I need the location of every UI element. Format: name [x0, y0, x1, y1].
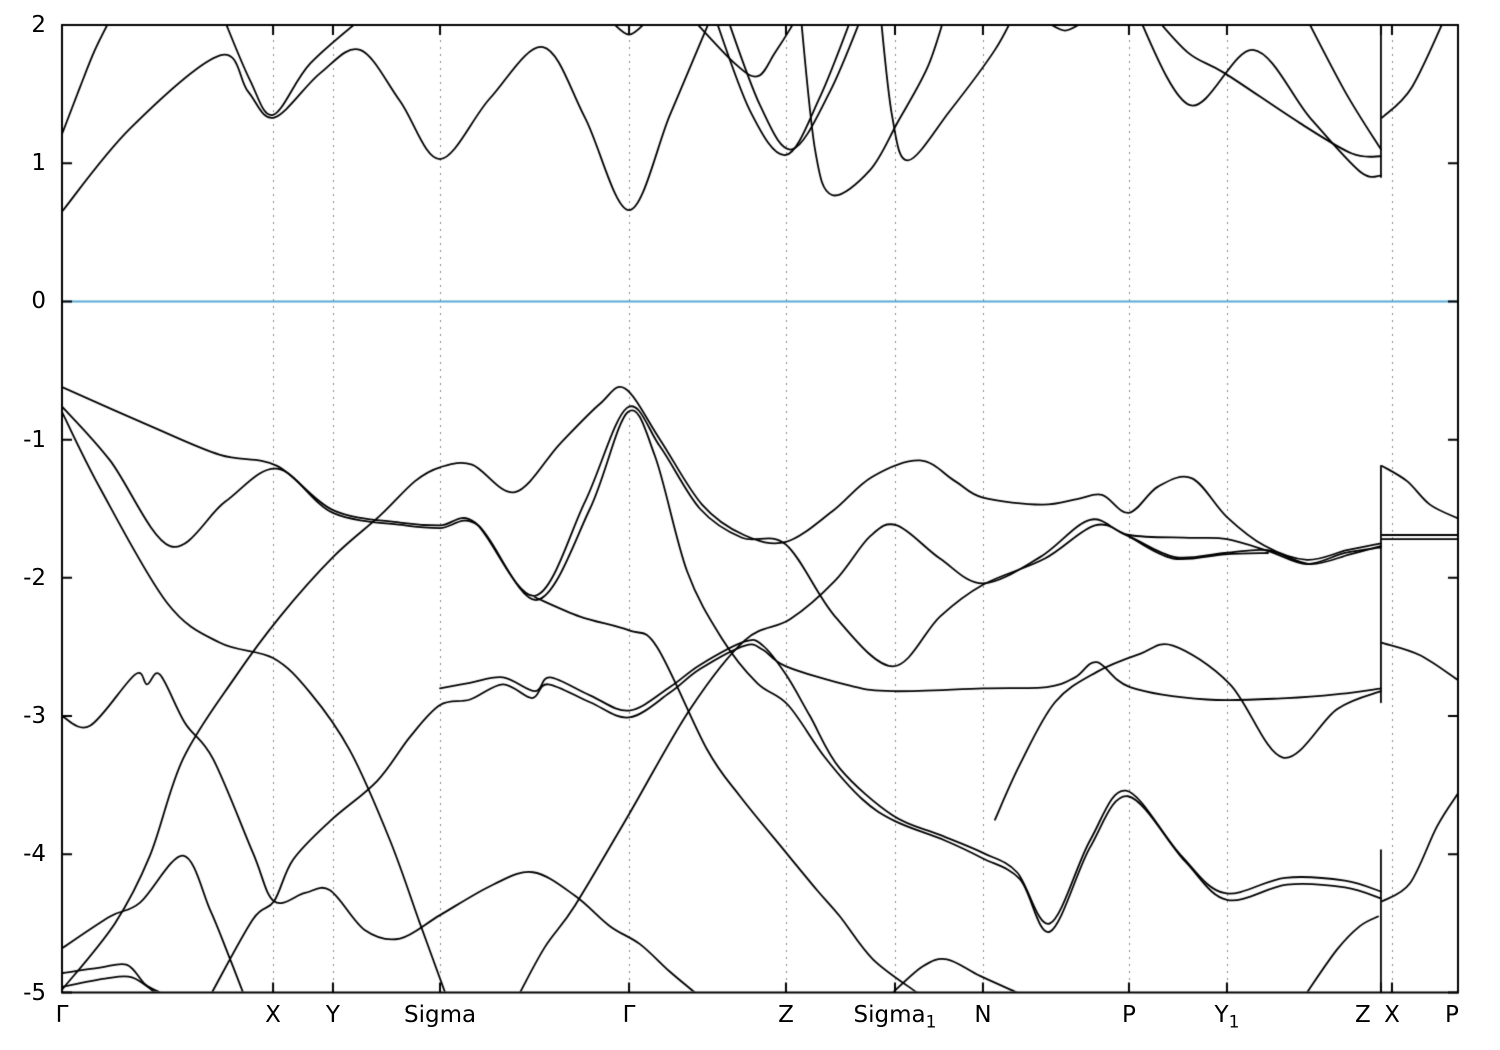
- x-kpoint-label: N: [974, 1002, 992, 1028]
- y-tick-label: -1: [23, 426, 46, 453]
- x-kpoint-label: P: [1122, 1002, 1136, 1028]
- x-kpoint-label: Sigma1: [853, 1002, 937, 1033]
- y-tick-label: 0: [31, 288, 46, 315]
- y-tick-label: -4: [23, 841, 46, 868]
- x-kpoint-label: X: [1384, 1002, 1400, 1028]
- x-kpoint-label: Z: [778, 1002, 794, 1028]
- x-kpoint-label: Y: [325, 1002, 340, 1028]
- y-tick-label: -5: [23, 979, 46, 1006]
- y-tick-label: 2: [31, 12, 46, 38]
- x-kpoint-label: Y1: [1214, 1002, 1240, 1033]
- x-kpoint-label: Z: [1355, 1002, 1371, 1028]
- y-tick-label: -3: [23, 703, 46, 730]
- y-tick-label: -2: [23, 564, 46, 591]
- x-kpoint-label: Γ: [55, 1002, 69, 1028]
- y-tick-label: 1: [31, 150, 46, 177]
- x-kpoint-label: Sigma: [403, 1002, 477, 1028]
- x-kpoint-label: P: [1445, 1002, 1459, 1028]
- x-kpoint-label: X: [265, 1002, 281, 1028]
- x-kpoint-label: Γ: [622, 1002, 636, 1028]
